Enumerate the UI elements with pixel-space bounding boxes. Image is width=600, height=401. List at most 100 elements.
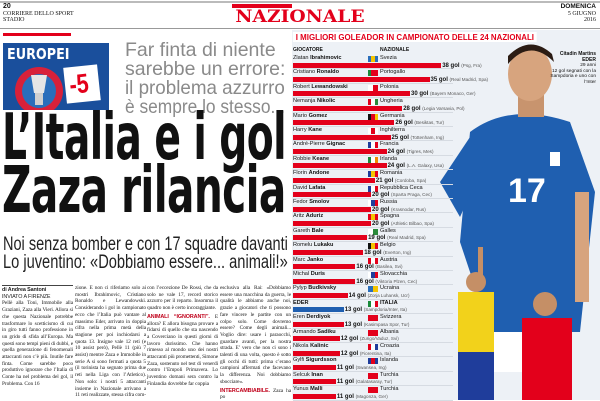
date: 5 GIUGNO <box>567 10 596 17</box>
goals-value: 19 <box>368 235 375 242</box>
scorer-row: Romelu Lukaku Belgio 18 gol (Everton, Ing) <box>293 242 453 257</box>
club-info: (Tigres, Mes) <box>406 148 434 154</box>
player-name: Harry Kane <box>293 127 322 133</box>
scorers-title: I MIGLIORI GOLEADOR IN CAMPIONATO DELLE … <box>293 32 537 42</box>
header-divider <box>0 28 600 29</box>
player-first-name: Nemanja <box>293 98 316 105</box>
nation-name: Svezia <box>380 55 397 61</box>
goals-bar <box>293 105 403 111</box>
goals-unit: gol <box>380 206 390 213</box>
player-first-name: Aritz <box>293 213 305 220</box>
scorer-row: Armando Sadiku Albania 12 gol (Zurigo/Vadu… <box>293 329 453 343</box>
headline: L’Italia e i gol Zaza rilancia <box>2 106 465 223</box>
player-name: David Lafata <box>293 185 325 191</box>
shirt-number: 17 <box>508 172 546 210</box>
goals-unit: gol <box>419 91 429 98</box>
section-title: NAZIONALE <box>235 7 365 27</box>
player-first-name: Harry <box>293 127 307 133</box>
nation-name: Inghilterra <box>380 127 405 133</box>
player-first-name: Cristiano <box>293 69 316 76</box>
goals-label: 24 gol (Tigres, Mes) <box>388 148 434 156</box>
player-first-name: Pylyp <box>293 285 307 292</box>
goals-unit: gol <box>372 249 382 256</box>
nation-name: Austria <box>380 256 398 263</box>
scorer-row: Michal Duris Slovacchia 16 gol (Viktoria P… <box>293 271 453 286</box>
player-last-name: Smolov <box>309 199 330 205</box>
article-text: esclusiva alla Rai: «Dobbiamo essere una… <box>220 285 291 385</box>
goals-label: 20 gol (Athletic Bilbao, Spa) <box>372 220 434 228</box>
goals-bar <box>293 220 371 226</box>
player-first-name: Armando <box>293 328 316 335</box>
goals-value: 24 <box>387 163 395 170</box>
scorer-row: Cristiano Ronaldo Portogallo 35 gol (Real … <box>293 69 488 84</box>
goals-value: 16 <box>356 264 364 271</box>
club-info: (Zurigo/Vaduz, Svi) <box>359 336 399 342</box>
player-last-name: Sadiku <box>317 328 336 335</box>
player-first-name: David <box>293 184 308 191</box>
goals-label: 28 gol (Legia Varsavia, Pol) <box>403 105 464 113</box>
scorer-row: Fedor Smolov Russia 20 gol (Krasnodar, Rus… <box>293 199 453 214</box>
goals-value: 20 <box>372 192 379 199</box>
player-last-name: Derdiyok <box>306 314 331 321</box>
nation-name: Albania <box>380 328 399 335</box>
article-column-1: di Andrea Santoni INVIATO A FIRENZE Pell… <box>2 285 73 388</box>
player-name: Gareth Bale <box>293 228 324 234</box>
player-first-name: Gareth <box>293 227 311 234</box>
goals-bar <box>293 235 368 241</box>
kicker-line: sarebbe un errore: <box>125 58 286 80</box>
player-first-name: Fedor <box>293 199 308 205</box>
nation-name: Russia <box>380 199 398 205</box>
player-last-name: Aduriz <box>305 213 324 220</box>
player-name: Robbie Keane <box>293 156 329 162</box>
third-player-photo-icon <box>522 292 572 400</box>
player-name: Fedor Smolov <box>293 199 329 205</box>
kicker: Far finta di niente sarebbe un errore: i… <box>125 40 305 117</box>
goals-unit: gol <box>376 235 386 242</box>
paper-name: CORRIERE DELLO SPORT <box>3 10 74 17</box>
scorer-row: Eren Derdiyok Svizzera 13 gol (Kasimpasa S… <box>293 314 453 329</box>
flag-icon <box>368 171 378 178</box>
player-last-name: Keane <box>312 155 330 162</box>
goals-bar <box>293 192 371 198</box>
goals-bar <box>293 134 391 140</box>
goals-label: 35 gol (Real Madrid, Spa) <box>431 76 489 84</box>
scorer-row: Nikola Kalinic Croazia 12 gol (Fiorentina,… <box>293 343 453 358</box>
player-last-name: Lukaku <box>313 242 334 249</box>
flag-icon <box>368 99 378 106</box>
goals-unit: gol <box>395 148 405 155</box>
goals-unit: gol <box>344 393 354 400</box>
club-info: (Kasimpasa Spor, Tur) <box>363 321 410 327</box>
goals-unit: gol <box>344 379 354 386</box>
nation-name: Portogallo <box>380 69 406 76</box>
scorer-row: EDER ITALIA 13 gol (Sampdoria/Inter, Ita) <box>293 300 453 315</box>
player-first-name: Marc <box>293 256 306 263</box>
club-info: (Swansea, Ing) <box>355 364 387 370</box>
scorer-row: Nemanja Nikolic Ungheria 28 gol (Legia Var… <box>293 98 465 113</box>
flag-icon <box>368 387 378 394</box>
scorer-row: Marc Janko Austria 16 gol (Basilea, Svi) <box>293 257 453 271</box>
goals-unit: gol <box>353 321 363 328</box>
player-last-name: Duris <box>310 271 326 277</box>
goals-unit: gol <box>364 264 374 271</box>
caption-name: EDER <box>582 56 596 63</box>
goals-unit: gol <box>353 307 363 314</box>
scorer-row: Pylyp Budkivsky Ucraina 14 gol (Zorja Luha… <box>293 285 453 300</box>
flag-icon <box>368 228 378 235</box>
section-accent-bar <box>232 4 292 8</box>
goals-bar <box>293 177 375 183</box>
goals-bar <box>293 364 336 370</box>
goals-label: 26 gol (Besiktas, Tur) <box>395 119 444 127</box>
player-name: Marc Janko <box>293 257 323 263</box>
nation-name: Ungheria <box>380 98 403 105</box>
club-info: (Everton, Ing) <box>383 249 412 255</box>
player-name: Cristiano Ronaldo <box>293 69 339 75</box>
player-last-name: Inan <box>311 371 323 378</box>
flag-icon <box>368 315 378 322</box>
flag-icon <box>368 329 378 336</box>
goals-unit: gol <box>349 336 359 343</box>
goals-bar <box>293 91 410 97</box>
flag-icon <box>368 344 378 350</box>
goals-label: 20 gol (Sparta Praga, Cec) <box>372 191 432 199</box>
player-last-name: Malli <box>310 386 323 393</box>
byline: di Andrea Santoni <box>2 285 73 294</box>
